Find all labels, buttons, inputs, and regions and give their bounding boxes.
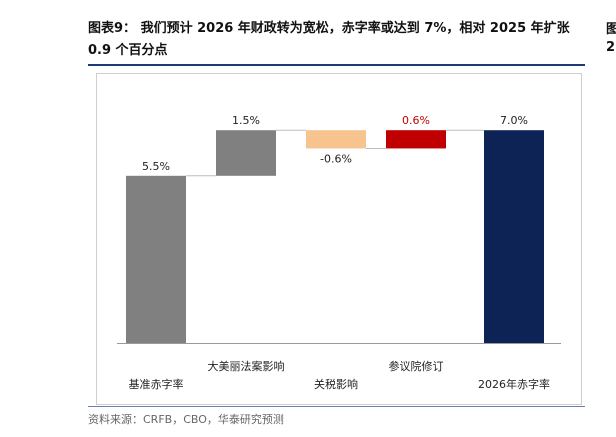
category-label-3: 关税影响: [314, 377, 358, 391]
bar-5: [484, 130, 544, 343]
bar-4: [386, 130, 446, 149]
data-label-1: 5.5%: [142, 160, 170, 173]
data-label-5: 7.0%: [500, 114, 528, 127]
category-label-4: 参议院修订: [389, 359, 444, 373]
source-rule: [88, 406, 585, 407]
bar-1: [126, 175, 186, 343]
bar-2: [216, 130, 276, 176]
bar-3: [306, 130, 366, 149]
title-rule: [88, 64, 585, 66]
clipped-next-title-char-2: 2: [606, 40, 616, 55]
chart-title: 图表9： 我们预计 2026 年财政转为宽松，赤字率或达到 7%，相对 2025…: [88, 21, 570, 58]
data-label-4: 0.6%: [402, 114, 430, 127]
category-label-2: 大美丽法案影响: [208, 359, 285, 373]
data-label-3: -0.6%: [320, 152, 352, 165]
source-note: 资料来源：CRFB，CBO，华泰研究预测: [88, 413, 284, 426]
clipped-next-title-char: 图: [606, 22, 616, 37]
category-label-5: 2026年赤字率: [478, 377, 550, 391]
chart-area: 5.5% 1.5% -0.6% 0.6% 7.0% 基准赤字率 大美丽法案影响关税影响 参议院…: [96, 73, 582, 405]
data-label-2: 1.5%: [232, 114, 260, 127]
category-label-1: 基准赤字率: [129, 377, 184, 391]
